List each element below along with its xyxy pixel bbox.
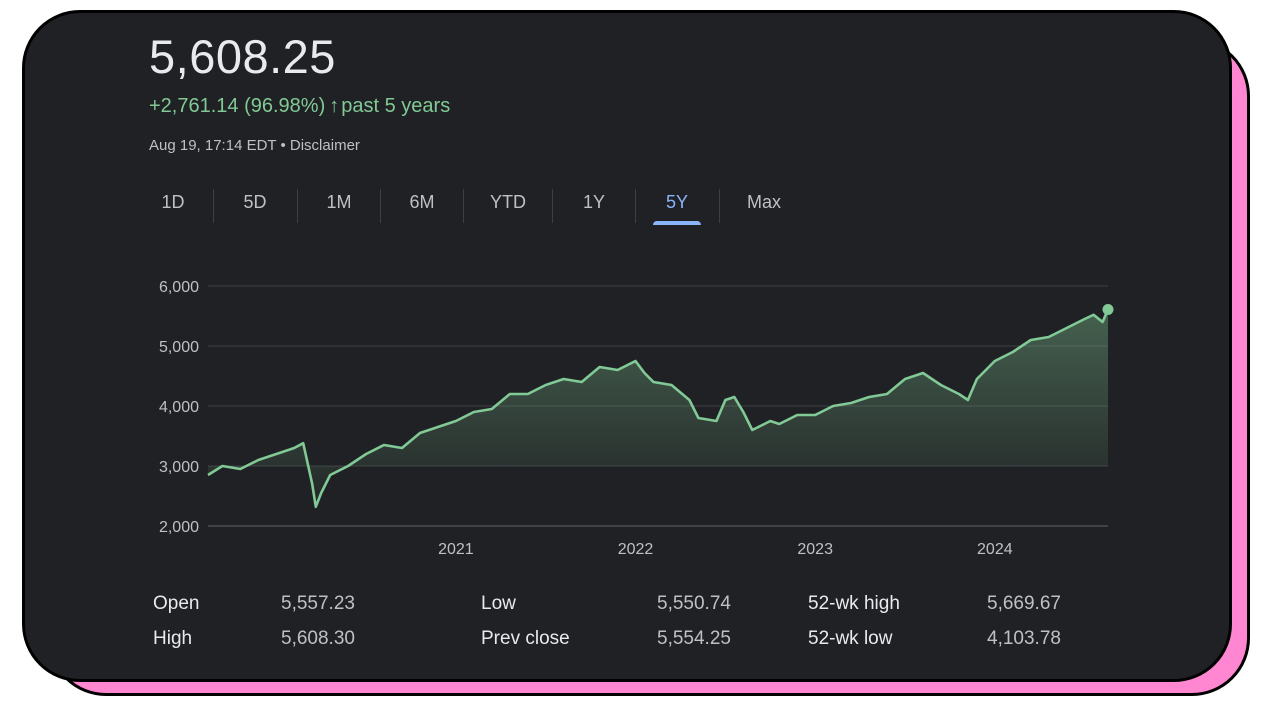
stat-52wk-high-label: 52-wk high [808, 593, 900, 614]
stat-low-label: Low [481, 593, 516, 614]
stat-open-label: Open [153, 593, 200, 614]
tab-label: 6M [409, 192, 435, 212]
tab-divider [213, 189, 214, 223]
tab-max[interactable]: Max [737, 189, 791, 235]
tab-label: 1D [161, 192, 185, 212]
tab-1y[interactable]: 1Y [570, 189, 618, 235]
stat-high-value: 5,608.30 [281, 628, 355, 649]
y-tick-label: 6,000 [159, 279, 199, 296]
tab-divider [463, 189, 464, 223]
active-tab-indicator [653, 221, 701, 225]
tab-label: 5Y [665, 192, 689, 212]
stat-prev-close-value: 5,554.25 [657, 628, 731, 649]
tab-ytd[interactable]: YTD [477, 189, 539, 235]
chart-price-line [207, 308, 1110, 509]
y-tick-label: 3,000 [159, 459, 199, 476]
y-tick-label: 2,000 [159, 519, 199, 536]
tab-1d[interactable]: 1D [149, 189, 197, 235]
x-tick-label: 2022 [618, 541, 654, 558]
y-tick-label: 4,000 [159, 399, 199, 416]
chart-area-fill [208, 309, 1108, 507]
tab-divider [552, 189, 553, 223]
change-period: past 5 years [341, 95, 451, 117]
chart-current-point [1102, 304, 1114, 316]
stock-card: 5,608.25 +2,761.14 (96.98%) ↑ past 5 years… [22, 10, 1232, 682]
tab-6m[interactable]: 6M [398, 189, 446, 235]
stat-high-label: High [153, 628, 193, 649]
x-tick-label: 2024 [977, 541, 1013, 558]
change-value: +2,761.14 (96.98%) [149, 95, 326, 117]
tab-5d[interactable]: 5D [231, 189, 279, 235]
tab-label: 1M [326, 192, 352, 212]
stat-52wk-low-label: 52-wk low [808, 628, 893, 649]
tab-divider [297, 189, 298, 223]
tab-divider [719, 189, 720, 223]
tab-label: 1Y [582, 192, 606, 212]
tab-divider [380, 189, 381, 223]
price-change: +2,761.14 (96.98%) ↑ past 5 years [149, 95, 450, 118]
stat-open-value: 5,557.23 [281, 593, 355, 614]
tab-5y[interactable]: 5Y [653, 189, 701, 235]
current-price: 5,608.25 [149, 30, 336, 83]
stat-low-value: 5,550.74 [657, 593, 731, 614]
tab-divider [635, 189, 636, 223]
timestamp-disclaimer[interactable]: Aug 19, 17:14 EDT • Disclaimer [149, 137, 360, 154]
y-tick-label: 5,000 [159, 339, 199, 356]
stat-52wk-low-value: 4,103.78 [987, 628, 1061, 649]
arrow-up-icon: ↑ [329, 95, 340, 117]
price-chart[interactable]: 6,000 5,000 4,000 3,000 2,000 2021 2022 2023 202… [25, 13, 1232, 593]
tab-1m[interactable]: 1M [315, 189, 363, 235]
x-tick-label: 2023 [797, 541, 833, 558]
tab-label: 5D [243, 192, 267, 212]
stat-prev-close-label: Prev close [481, 628, 570, 649]
x-tick-label: 2021 [438, 541, 474, 558]
tab-label: Max [746, 192, 781, 212]
stat-52wk-high-value: 5,669.67 [987, 593, 1061, 614]
tab-label: YTD [490, 192, 526, 212]
